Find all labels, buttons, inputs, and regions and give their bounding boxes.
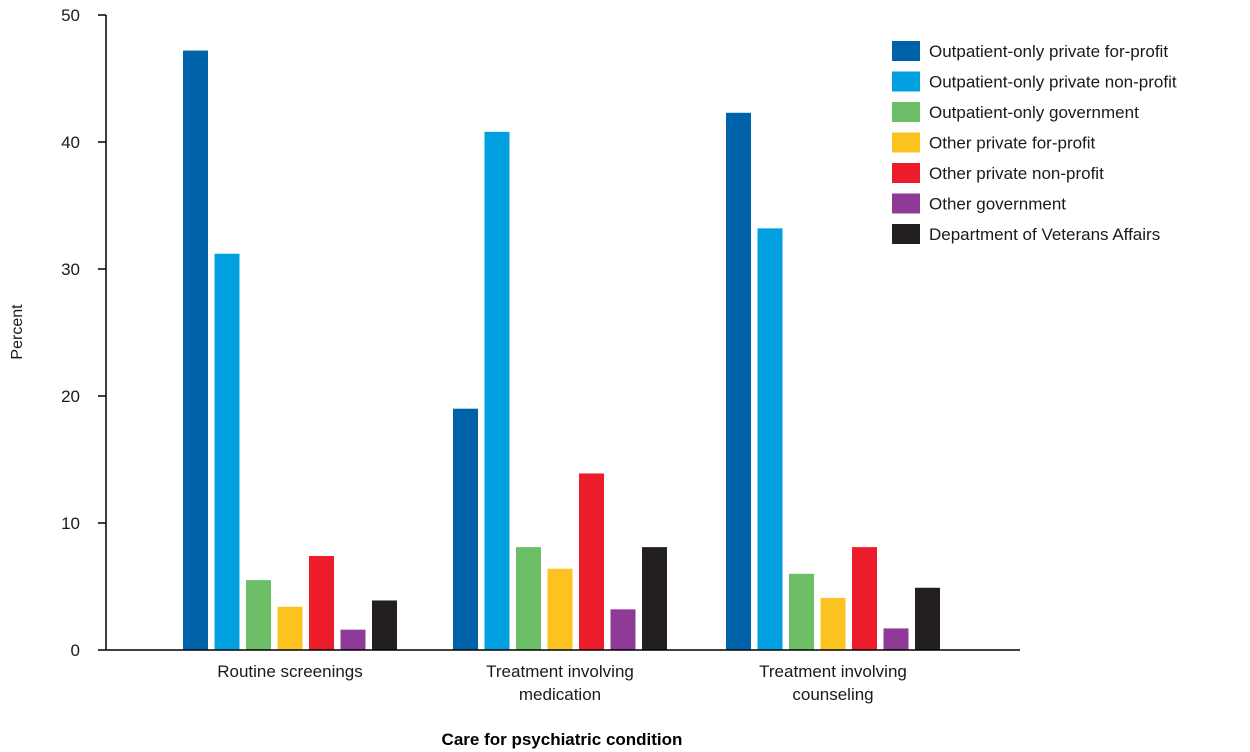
x-category-label-line: Treatment involving (759, 662, 907, 681)
legend-swatch (892, 71, 920, 92)
y-tick-label: 0 (71, 641, 80, 660)
y-axis-ticks: 0 10 20 30 40 50 (61, 6, 106, 660)
legend-label: Outpatient-only government (929, 103, 1139, 122)
bar (726, 112, 751, 651)
bar (820, 597, 846, 650)
y-axis-title: Percent (9, 304, 26, 360)
bar (789, 573, 814, 650)
legend-label: Other private for-profit (929, 134, 1096, 153)
bar (340, 629, 366, 650)
legend-label: Other government (929, 195, 1066, 214)
legend-label: Other private non-profit (929, 164, 1104, 183)
bar (516, 547, 541, 650)
legend-swatch (892, 132, 920, 153)
bar (214, 253, 240, 650)
legend: Outpatient-only private for-profit Outpat… (892, 41, 1177, 244)
legend-swatch (892, 193, 920, 214)
bar (852, 547, 877, 650)
bar (883, 628, 909, 650)
y-tick-label: 50 (61, 6, 80, 25)
legend-label: Outpatient-only private for-profit (929, 42, 1168, 61)
legend-swatch (892, 41, 920, 61)
legend-swatch (892, 163, 920, 183)
x-category-label-line: medication (519, 685, 601, 704)
bar (372, 600, 397, 650)
x-axis-title: Care for psychiatric condition (442, 730, 683, 749)
x-category-label-line: counseling (792, 685, 873, 704)
y-tick-label: 20 (61, 387, 80, 406)
legend-label: Department of Veterans Affairs (929, 225, 1160, 244)
x-category-label: Treatment involving medication (486, 662, 634, 704)
legend-label: Outpatient-only private non-profit (929, 73, 1177, 92)
bar (579, 473, 604, 650)
bar (183, 50, 208, 651)
x-axis-category-labels: Routine screenings Treatment involving med… (217, 662, 907, 704)
bar (277, 606, 303, 650)
bar (453, 408, 478, 650)
bar (757, 228, 783, 651)
bar (246, 580, 271, 650)
legend-swatch (892, 102, 920, 122)
x-category-label-line: Routine screenings (217, 662, 363, 681)
bars-layer (183, 50, 940, 651)
bar (484, 131, 510, 651)
bar (547, 568, 573, 650)
bar (642, 547, 667, 650)
y-tick-label: 30 (61, 260, 80, 279)
axes-layer (105, 15, 1020, 651)
x-category-label: Routine screenings (217, 662, 363, 681)
y-tick-label: 40 (61, 133, 80, 152)
bar (915, 587, 940, 650)
x-category-label-line: Treatment involving (486, 662, 634, 681)
bar (610, 609, 636, 650)
x-category-label: Treatment involving counseling (759, 662, 907, 704)
y-tick-label: 10 (61, 514, 80, 533)
legend-swatch (892, 224, 920, 244)
bar (309, 556, 334, 650)
